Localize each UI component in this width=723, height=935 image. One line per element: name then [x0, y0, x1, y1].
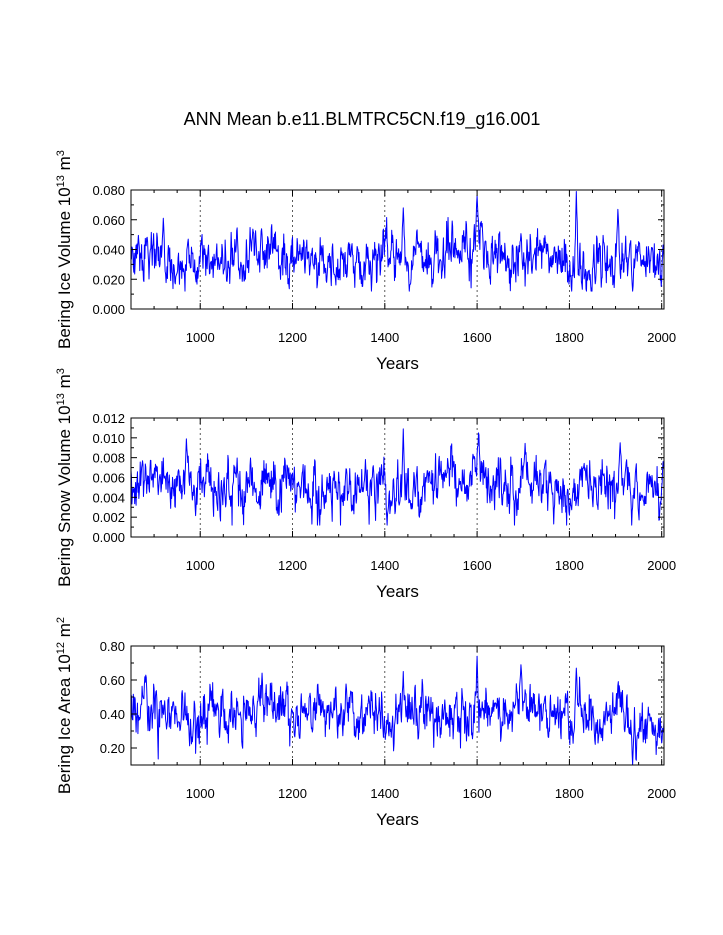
plot-frame: [130, 189, 665, 310]
y-tick-label: 0.010: [92, 431, 125, 446]
y-tick-label: 0.080: [92, 183, 125, 198]
chart-title: ANN Mean b.e11.BLMTRC5CN.f19_g16.001: [184, 109, 541, 130]
series-line-ice-volume: [130, 190, 665, 292]
panel-ice-area: 1000 1200 1400 1600 1800 2000 0.20 0.40 0.60 0.80…: [55, 617, 676, 829]
x-tick-label: 1200: [278, 330, 307, 345]
x-axis-title: Years: [376, 582, 419, 601]
x-tick-label: 2000: [647, 786, 676, 801]
y-tick-label: 0.040: [92, 243, 125, 258]
y-tick-label: 0.40: [100, 707, 125, 722]
y-tick-label: 0.012: [92, 411, 125, 426]
x-tick-label: 1400: [370, 786, 399, 801]
y-axis-title: Bering Ice Volume 1013 m3: [55, 150, 74, 349]
x-tick-label: 1400: [370, 330, 399, 345]
y-axis-title: Bering Ice Area 1012 m2: [55, 617, 74, 794]
y-tick-label: 0.20: [100, 741, 125, 756]
x-tick-label: 1200: [278, 786, 307, 801]
x-tick-label: 2000: [647, 558, 676, 573]
y-tick-label: 0.004: [92, 490, 125, 505]
x-tick-label: 1000: [186, 786, 215, 801]
y-tick-label: 0.020: [92, 272, 125, 287]
series-line-ice-area: [130, 655, 665, 766]
x-axis-title: Years: [376, 354, 419, 373]
x-tick-label: 1200: [278, 558, 307, 573]
y-tick-label: 0.000: [92, 530, 125, 545]
x-tick-label: 2000: [647, 330, 676, 345]
y-tick-label: 0.000: [92, 302, 125, 317]
y-tick-label: 0.80: [100, 639, 125, 654]
y-tick-label: 0.008: [92, 451, 125, 466]
panel-ice-volume: 1000 1200 1400 1600 1800 2000 0.000 0.020 0.040 0…: [55, 150, 676, 373]
x-tick-label: 1000: [186, 558, 215, 573]
x-tick-label: 1600: [463, 558, 492, 573]
x-tick-label: 1800: [555, 558, 584, 573]
y-tick-label: 0.060: [92, 213, 125, 228]
x-tick-label: 1800: [555, 786, 584, 801]
x-tick-label: 1600: [463, 786, 492, 801]
x-axis-title: Years: [376, 810, 419, 829]
y-tick-label: 0.60: [100, 673, 125, 688]
x-tick-label: 1000: [186, 330, 215, 345]
panels-container: 1000 1200 1400 1600 1800 2000 0.000 0.020 0.040 0…: [55, 150, 676, 829]
x-tick-label: 1600: [463, 330, 492, 345]
series-line-snow-volume: [130, 428, 665, 526]
x-tick-label: 1400: [370, 558, 399, 573]
y-axis-title: Bering Snow Volume 1013 m3: [55, 368, 74, 587]
plot-frame: [130, 645, 665, 766]
y-tick-label: 0.006: [92, 471, 125, 486]
y-tick-label: 0.002: [92, 510, 125, 525]
x-tick-label: 1800: [555, 330, 584, 345]
panel-snow-volume: 1000 1200 1400 1600 1800 2000 0.000 0.002 0.004 0…: [55, 368, 676, 601]
